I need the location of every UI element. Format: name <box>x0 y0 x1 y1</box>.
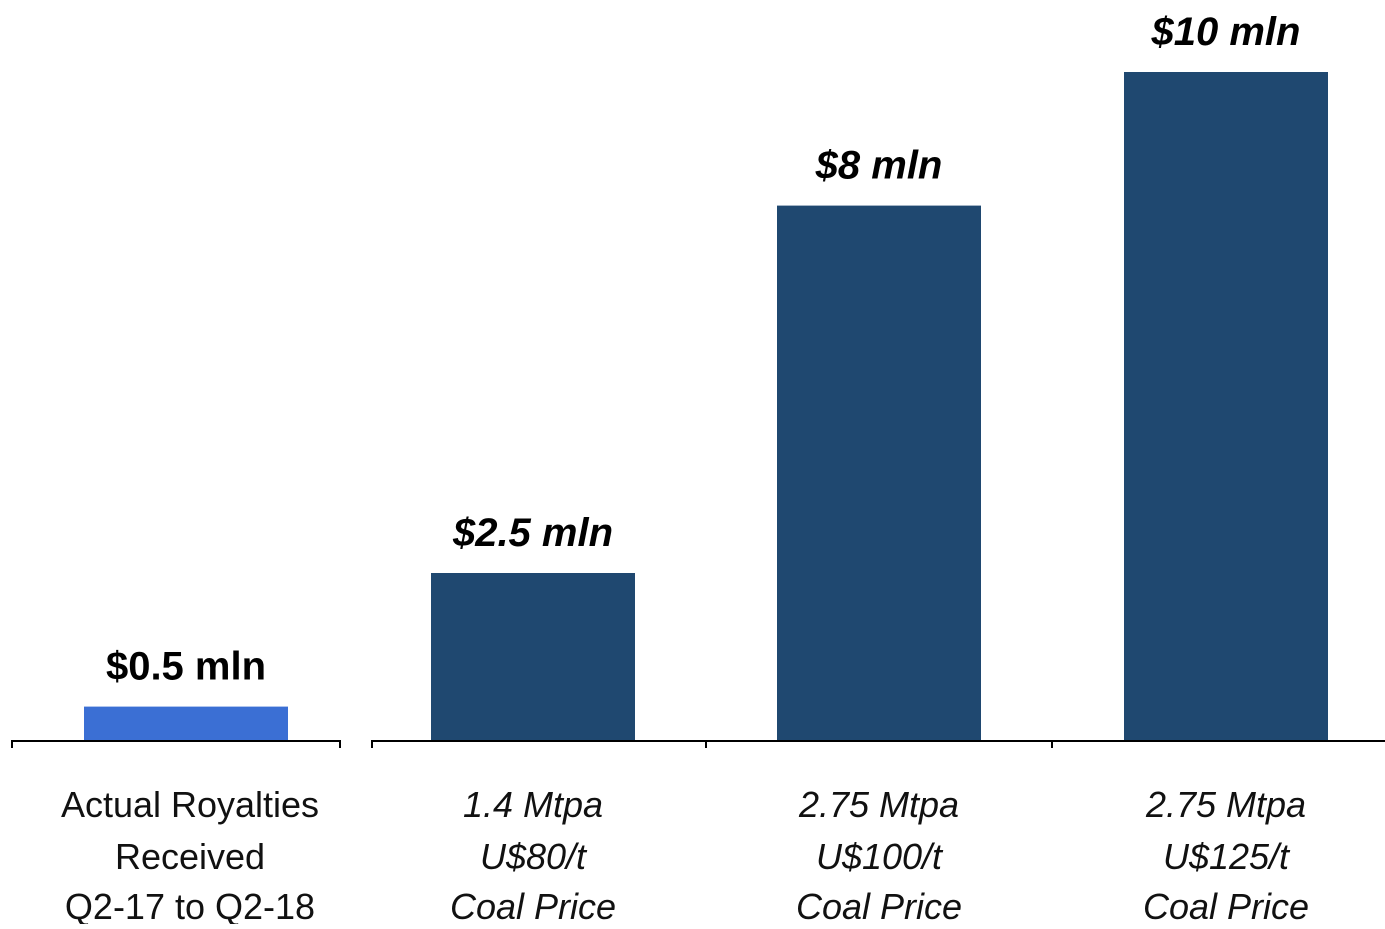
category-label-0-line-1: Received <box>115 836 265 877</box>
category-label-3-line-1: U$125/t <box>1163 836 1291 877</box>
category-label-2-line-2: Coal Price <box>796 886 962 924</box>
bar-1 <box>431 573 635 740</box>
data-label-2: $8 mln <box>815 144 943 188</box>
category-label-1-line-0: 1.4 Mtpa <box>463 784 603 825</box>
data-label-3: $10 mln <box>1151 10 1301 54</box>
category-label-0-line-2: Q2-17 to Q2-18 <box>65 886 315 924</box>
bar-2 <box>777 205 981 741</box>
data-label-0: $0.5 mln <box>106 645 266 689</box>
bar-3 <box>1124 72 1328 740</box>
category-label-1-line-2: Coal Price <box>450 886 616 924</box>
category-label-2-line-0: 2.75 Mtpa <box>798 784 959 825</box>
category-label-0-line-0: Actual Royalties <box>61 784 319 825</box>
category-label-3-line-2: Coal Price <box>1143 886 1309 924</box>
category-label-2-line-1: U$100/t <box>816 836 944 877</box>
category-label-3-line-0: 2.75 Mtpa <box>1145 784 1306 825</box>
bar-0 <box>84 706 288 740</box>
data-label-1: $2.5 mln <box>452 511 613 555</box>
category-label-1-line-1: U$80/t <box>480 836 588 877</box>
